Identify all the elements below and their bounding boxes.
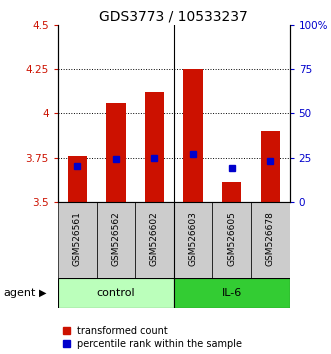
Bar: [213, 202, 251, 278]
Text: GSM526561: GSM526561: [73, 211, 82, 266]
Bar: [145, 92, 164, 202]
Bar: [68, 156, 87, 202]
Text: agent: agent: [3, 288, 36, 298]
Title: GDS3773 / 10533237: GDS3773 / 10533237: [99, 10, 248, 24]
Text: GSM526678: GSM526678: [266, 211, 275, 266]
Bar: [135, 202, 174, 278]
Text: GSM526603: GSM526603: [189, 211, 198, 266]
Bar: [260, 131, 280, 202]
Bar: [106, 103, 125, 202]
Legend: transformed count, percentile rank within the sample: transformed count, percentile rank withi…: [63, 326, 242, 349]
Bar: [174, 278, 290, 308]
Text: control: control: [97, 288, 135, 298]
Text: IL-6: IL-6: [221, 288, 242, 298]
Text: GSM526562: GSM526562: [111, 211, 120, 266]
Bar: [97, 202, 135, 278]
Bar: [251, 202, 290, 278]
Text: GSM526605: GSM526605: [227, 211, 236, 266]
Bar: [58, 202, 97, 278]
Bar: [183, 69, 203, 202]
Text: GSM526602: GSM526602: [150, 211, 159, 266]
Bar: [58, 278, 174, 308]
Bar: [222, 182, 241, 202]
Bar: [174, 202, 213, 278]
Text: ▶: ▶: [39, 288, 46, 298]
